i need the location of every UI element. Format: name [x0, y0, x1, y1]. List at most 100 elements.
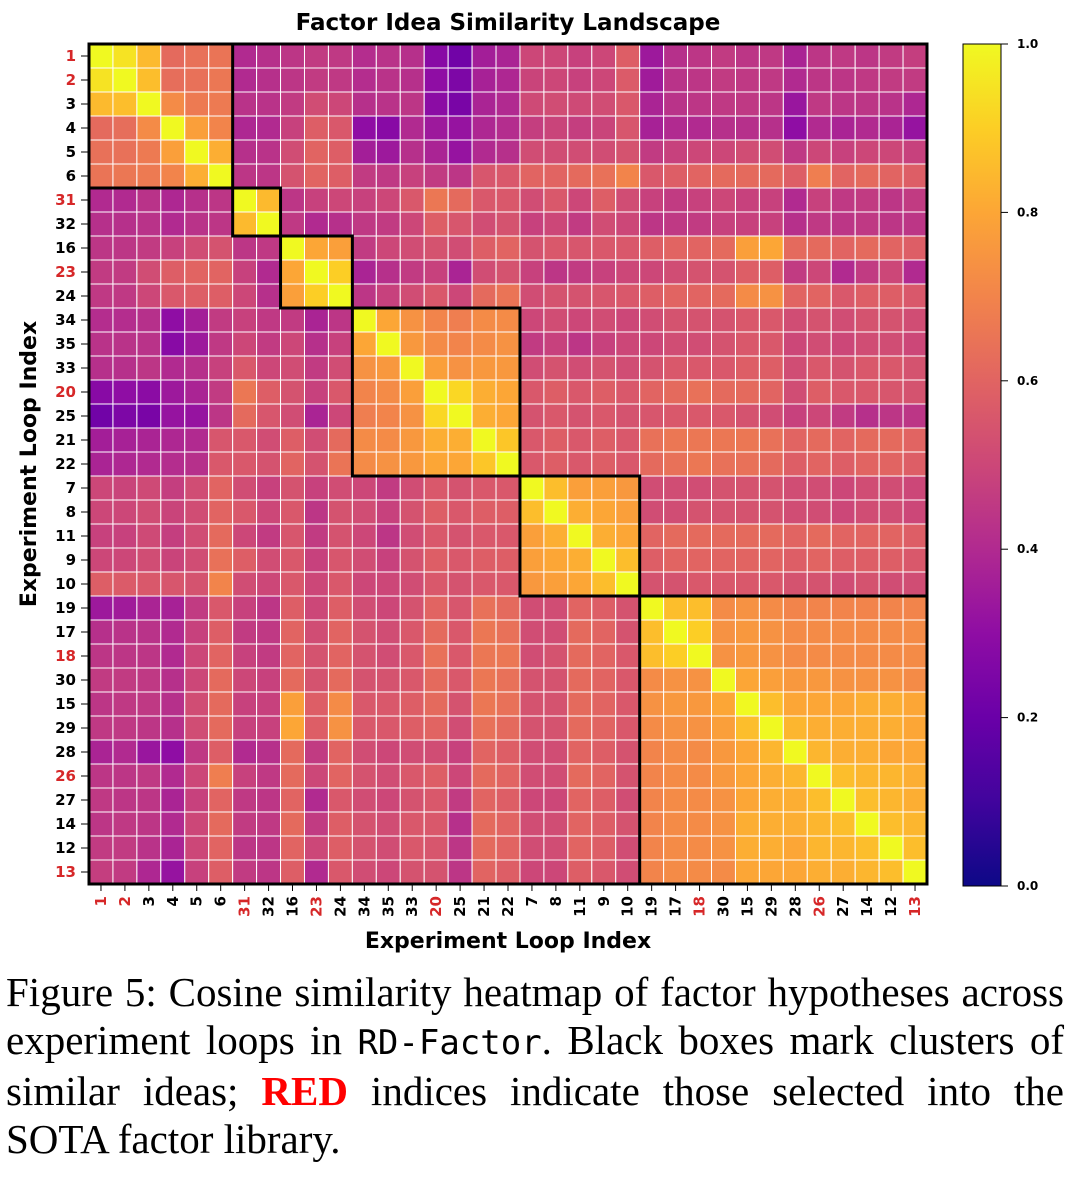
heatmap-cell [687, 67, 713, 93]
heatmap-cell [160, 331, 186, 357]
heatmap-cell [471, 499, 497, 525]
heatmap-cell [878, 619, 904, 645]
heatmap-cell [543, 523, 569, 549]
heatmap-cell [232, 763, 258, 789]
heatmap-cell [232, 163, 258, 189]
heatmap-cell [806, 67, 832, 93]
heatmap-cell [208, 211, 234, 237]
heatmap-cell [399, 811, 425, 837]
heatmap-cell [591, 283, 617, 309]
heatmap-cell [711, 787, 736, 813]
heatmap-cell [351, 715, 377, 741]
heatmap-cell [734, 67, 760, 93]
heatmap-cell [687, 259, 713, 285]
heatmap-cell [447, 67, 473, 93]
heatmap-cell [567, 739, 593, 765]
heatmap-cell [471, 811, 497, 837]
heatmap-cell [208, 283, 234, 309]
heatmap-cell [208, 811, 234, 837]
heatmap-cell [280, 667, 305, 693]
heatmap-cell [830, 787, 856, 813]
heatmap-cell [687, 739, 713, 765]
heatmap-cell [280, 43, 305, 69]
heatmap-cell [495, 211, 521, 237]
heatmap-cell [519, 643, 545, 669]
heatmap-cell [902, 235, 928, 261]
heatmap-cell [878, 595, 904, 621]
heatmap-cell [327, 739, 353, 765]
heatmap-cell [782, 43, 808, 69]
heatmap-cell [711, 763, 736, 789]
heatmap-cell [327, 139, 353, 165]
heatmap-cell [854, 355, 880, 381]
heatmap-cell [878, 571, 904, 597]
heatmap-cell [136, 163, 162, 189]
heatmap-cell [447, 571, 473, 597]
heatmap-cell [303, 355, 329, 381]
heatmap-cell [782, 547, 808, 573]
x-tick-label: 9 [595, 896, 613, 906]
heatmap-cell [543, 619, 569, 645]
x-tick-label: 29 [762, 896, 780, 917]
heatmap-cell [112, 139, 138, 165]
heatmap-cell [902, 43, 928, 69]
heatmap-cell [806, 859, 832, 885]
colorbar-tick-label: 0.6 [1017, 374, 1038, 388]
heatmap-cell [303, 331, 329, 357]
y-tick-label: 25 [55, 407, 76, 425]
heatmap-cell [327, 667, 353, 693]
heatmap-cell [88, 43, 114, 69]
heatmap-cell [830, 475, 856, 501]
heatmap-cell [280, 355, 305, 381]
heatmap-cell [184, 235, 210, 261]
heatmap-cell [232, 787, 258, 813]
heatmap-cell [375, 283, 401, 309]
heatmap-cell [543, 331, 569, 357]
heatmap-cell [208, 139, 234, 165]
heatmap-cell [399, 595, 425, 621]
heatmap-cell [375, 235, 401, 261]
heatmap-cell [687, 595, 713, 621]
heatmap-cell [519, 523, 545, 549]
heatmap-cell [256, 475, 282, 501]
heatmap-cell [375, 691, 401, 717]
x-tick-label: 31 [236, 896, 254, 917]
heatmap-cell [687, 499, 713, 525]
heatmap-cell [687, 571, 713, 597]
heatmap-cell [471, 379, 497, 405]
heatmap-cell [256, 91, 282, 117]
heatmap-cell [591, 835, 617, 861]
heatmap-cell [88, 451, 114, 477]
heatmap-cell [782, 739, 808, 765]
heatmap-cell [495, 691, 521, 717]
heatmap-cell [663, 595, 689, 621]
heatmap-cell [782, 283, 808, 309]
y-tick-label: 16 [55, 239, 76, 257]
heatmap-cell [447, 523, 473, 549]
heatmap-cell [758, 331, 784, 357]
heatmap-cell [854, 547, 880, 573]
heatmap-cell [136, 595, 162, 621]
heatmap-cell [351, 451, 377, 477]
heatmap-cell [902, 739, 928, 765]
heatmap-cell [830, 595, 856, 621]
heatmap-cell [112, 571, 138, 597]
heatmap-cell [160, 499, 186, 525]
heatmap-cell [854, 499, 880, 525]
heatmap-cell [88, 595, 114, 621]
heatmap-cell [615, 763, 641, 789]
heatmap-cell [232, 283, 258, 309]
heatmap-cell [687, 283, 713, 309]
x-tick-label: 28 [786, 896, 804, 917]
heatmap-cell [830, 91, 856, 117]
heatmap-cell [327, 91, 353, 117]
heatmap-cell [112, 739, 138, 765]
heatmap-cell [854, 67, 880, 93]
heatmap-cell [136, 355, 162, 381]
heatmap-cell [495, 403, 521, 429]
heatmap-cell [734, 715, 760, 741]
heatmap-cell [830, 427, 856, 453]
heatmap-cell [902, 307, 928, 333]
heatmap-cell [447, 667, 473, 693]
heatmap-cell [423, 427, 449, 453]
